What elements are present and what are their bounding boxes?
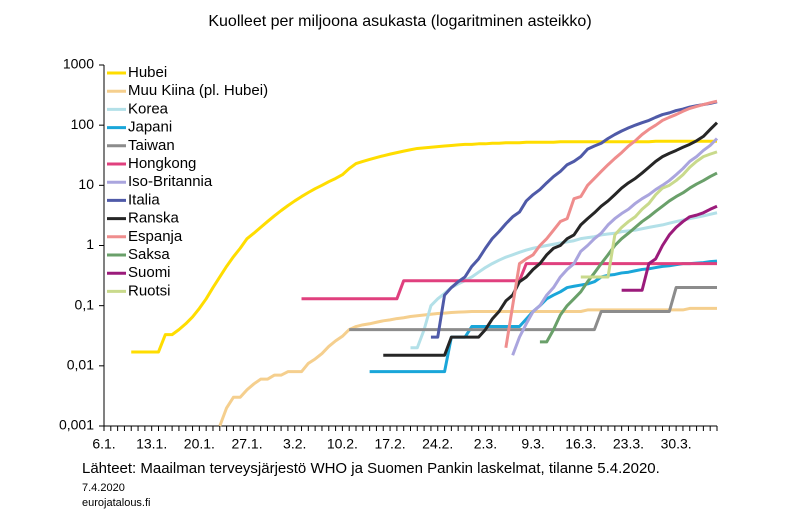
x-tick-label: 20.1.	[184, 436, 215, 452]
x-tick-label: 30.3.	[661, 436, 692, 452]
legend-label: Ruotsi	[128, 282, 171, 299]
chart-title: Kuolleet per miljoona asukasta (logaritm…	[208, 13, 591, 30]
x-tick-label: 16.3.	[565, 436, 596, 452]
y-tick-label: 10	[78, 176, 94, 192]
legend-label: Saksa	[128, 246, 170, 263]
legend-label: Hubei	[128, 64, 167, 81]
x-tick-label: 27.1.	[231, 436, 262, 452]
legend-label: Hongkong	[128, 155, 196, 172]
legend-label: Italia	[128, 191, 160, 208]
series-line	[621, 204, 718, 292]
series-line	[504, 99, 718, 348]
y-tick-label: 100	[71, 116, 95, 132]
series-line	[539, 171, 718, 344]
x-tick-label: 10.2.	[327, 436, 358, 452]
legend-label: Japani	[128, 119, 172, 136]
series-line	[218, 306, 717, 427]
legend-label: Espanja	[128, 228, 183, 245]
y-tick-label: 1000	[63, 56, 94, 72]
legend-label: Ranska	[128, 210, 180, 227]
site-note: eurojatalous.fi	[82, 497, 151, 509]
x-tick-label: 23.3.	[613, 436, 644, 452]
series-line	[383, 121, 719, 357]
legend-label: Iso-Britannia	[128, 173, 213, 190]
x-tick-label: 6.1.	[92, 436, 115, 452]
x-tick-label: 3.2.	[283, 436, 306, 452]
x-tick-label: 24.2.	[422, 436, 453, 452]
y-tick-label: 0,1	[75, 296, 95, 312]
x-tick-label: 13.1.	[136, 436, 167, 452]
y-tick-label: 1	[86, 236, 94, 252]
y-tick-label: 0,01	[67, 357, 94, 373]
x-tick-label: 17.2.	[374, 436, 405, 452]
source-note: Lähteet: Maailman terveysjärjestö WHO ja…	[82, 460, 660, 477]
series-line	[349, 286, 717, 332]
y-tick-label: 0,001	[59, 417, 94, 433]
legend-label: Suomi	[128, 264, 171, 281]
series-line	[131, 139, 717, 354]
date-note: 7.4.2020	[82, 482, 125, 494]
x-tick-label: 2.3.	[474, 436, 497, 452]
legend-label: Korea	[128, 100, 169, 117]
series-line	[511, 137, 719, 356]
x-tick-label: 9.3.	[521, 436, 544, 452]
series-line	[430, 100, 718, 339]
legend-label: Taiwan	[128, 137, 175, 154]
series-line	[580, 150, 718, 279]
legend-label: Muu Kiina (pl. Hubei)	[128, 82, 268, 99]
